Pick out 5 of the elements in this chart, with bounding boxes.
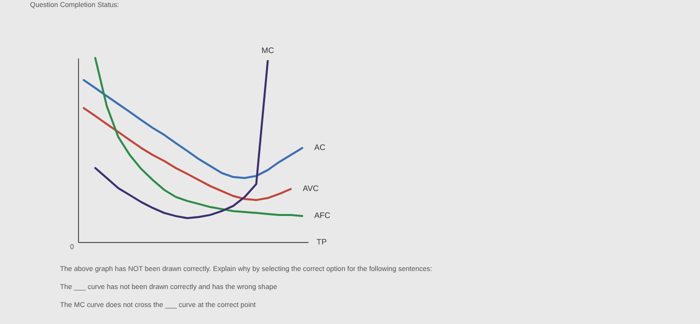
series-label: AC (314, 142, 326, 152)
series-label: AVC (302, 184, 319, 194)
x-axis-title: TP (316, 238, 327, 246)
series-label: MC (262, 46, 274, 55)
series-label: AFC (314, 211, 330, 220)
